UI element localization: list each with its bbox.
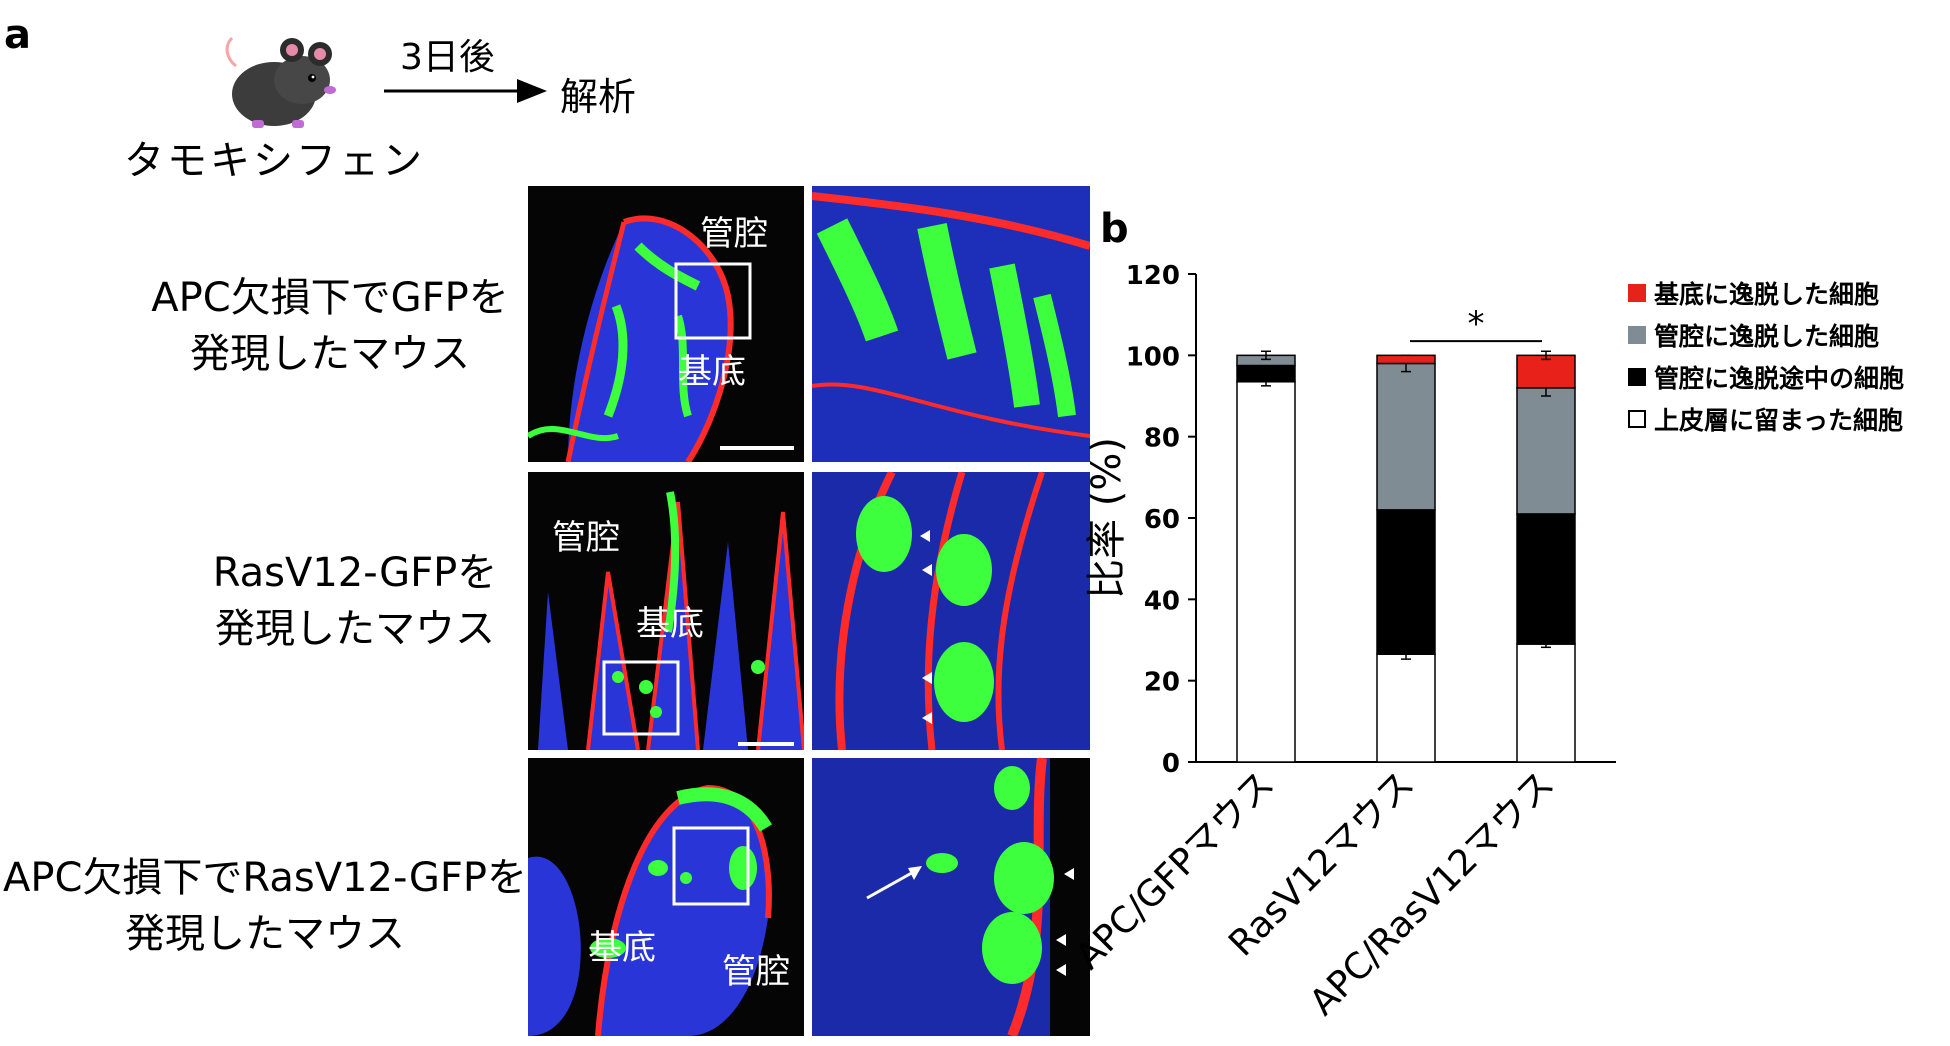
row-label-1: APC欠損下でGFPを 発現したマウス: [130, 270, 530, 382]
y-tick-label: 40: [1144, 586, 1180, 616]
x-tick-label: APC/RasV12マウス: [1302, 763, 1562, 1023]
bar-segment: [1376, 362, 1436, 511]
label-basal-row1: 基底: [678, 352, 746, 392]
timeline-arrow: [384, 79, 547, 103]
timeline-interval: 3日後: [400, 37, 495, 78]
bar-segment: [1516, 513, 1576, 645]
bar-segment: [1376, 653, 1436, 763]
row-label-2-line2: 発現したマウス: [215, 606, 495, 652]
micrograph-row2-overview: 管腔 基底: [528, 472, 804, 750]
y-tick-label: 80: [1144, 424, 1180, 454]
y-tick-label: 60: [1144, 505, 1180, 535]
bar-segment: [1376, 354, 1436, 365]
legend-item-retained: 上皮層に留まった細胞: [1628, 398, 1904, 440]
legend-item-basal: 基底に逸脱した細胞: [1628, 272, 1904, 314]
significance-marker: *: [1468, 304, 1485, 344]
chart-legend: 基底に逸脱した細胞 管腔に逸脱した細胞 管腔に逸脱途中の細胞 上皮層に留まった細…: [1628, 272, 1904, 440]
label-lumen-row1: 管腔: [700, 214, 768, 254]
row-label-1-line2: 発現したマウス: [190, 331, 470, 377]
label-basal-row2: 基底: [636, 604, 704, 644]
bar-segment: [1516, 387, 1576, 515]
mouse-icon: [225, 36, 336, 128]
micrograph-row1-zoom: [812, 186, 1090, 462]
micrograph-row2-zoom: [812, 472, 1090, 750]
timeline-treatment: タモキシフェン: [124, 138, 425, 184]
row-label-2: RasV12-GFPを 発現したマウス: [180, 545, 530, 657]
y-tick-label: 100: [1126, 342, 1180, 372]
legend-swatch-retained: [1628, 410, 1646, 428]
legend-swatch-extruding: [1628, 368, 1646, 386]
bar-segment: [1236, 381, 1296, 763]
legend-swatch-basal: [1628, 284, 1646, 302]
row-label-3-line2: 発現したマウス: [125, 911, 405, 957]
bar-segment: [1516, 643, 1576, 763]
row-label-1-line1: APC欠損下でGFPを: [151, 275, 509, 321]
bar-segment: [1236, 364, 1296, 383]
legend-label-extruding: 管腔に逸脱途中の細胞: [1654, 364, 1905, 393]
bar-segment: [1376, 509, 1436, 655]
y-axis-label: 比率 (%): [1084, 437, 1130, 599]
panel-a-letter: a: [4, 12, 31, 58]
row-label-2-line1: RasV12-GFPを: [212, 550, 498, 596]
y-tick-label: 120: [1126, 261, 1180, 291]
label-lumen-row3: 管腔: [722, 952, 790, 992]
legend-label-basal: 基底に逸脱した細胞: [1654, 280, 1880, 309]
bar-segment: [1516, 354, 1576, 389]
y-tick-label: 0: [1162, 749, 1180, 779]
y-tick-label: 20: [1144, 668, 1180, 698]
legend-swatch-lumen: [1628, 326, 1646, 344]
label-basal-row3: 基底: [588, 928, 656, 968]
row-label-3: APC欠損下でRasV12-GFPを 発現したマウス: [0, 850, 530, 962]
label-lumen-row2: 管腔: [552, 518, 620, 558]
micrograph-row3-zoom: [812, 758, 1090, 1036]
legend-item-lumen: 管腔に逸脱した細胞: [1628, 314, 1904, 356]
timeline-outcome: 解析: [560, 75, 637, 119]
row-label-3-line1: APC欠損下でRasV12-GFPを: [3, 855, 527, 901]
panel-b-letter: b: [1100, 206, 1129, 252]
legend-label-lumen: 管腔に逸脱した細胞: [1654, 322, 1880, 351]
micrograph-row1-overview: 管腔 基底: [528, 186, 804, 462]
legend-item-extruding: 管腔に逸脱途中の細胞: [1628, 356, 1904, 398]
legend-label-retained: 上皮層に留まった細胞: [1654, 406, 1904, 435]
micrograph-row3-overview: 基底 管腔: [528, 758, 804, 1036]
